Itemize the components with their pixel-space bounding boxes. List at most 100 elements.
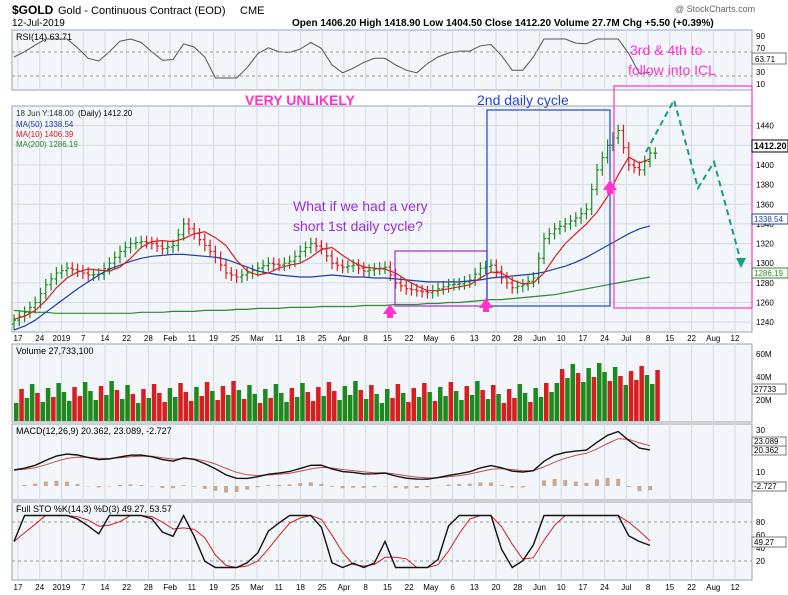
macd-hist-bar	[319, 483, 324, 486]
macd-signal-line	[13, 438, 651, 479]
x-tick-label: 24	[600, 583, 609, 592]
macd-hist-bar	[43, 481, 48, 486]
volume-bar	[485, 399, 491, 421]
volume-bar	[374, 394, 379, 421]
x-tick-label: 20	[492, 334, 501, 343]
volume-bar	[51, 397, 56, 421]
brand: @ StockCharts.com	[675, 4, 755, 14]
volume-bar	[639, 366, 644, 421]
volume-bar	[427, 392, 432, 421]
x-tick-label: 25	[318, 583, 327, 592]
volume-bar	[130, 394, 136, 421]
volume-bar	[591, 377, 597, 421]
gridlines	[12, 30, 752, 580]
x-tick-label: 22	[405, 583, 414, 592]
volume-bar	[549, 392, 554, 421]
macd-label: MACD(12,26,9) 20.362, 23.089, -2.727	[16, 426, 172, 436]
macd-hist-bar	[542, 480, 546, 486]
x-tick-label: 17	[578, 334, 587, 343]
x-tick-label: 15	[383, 583, 392, 592]
quote-line: Open 1406.20 High 1418.90 Low 1404.50 Cl…	[292, 18, 714, 29]
volume-bar	[151, 384, 157, 421]
macd-hist-bar	[54, 480, 59, 486]
volume-bar	[135, 403, 141, 421]
macd-hist-bar	[33, 483, 38, 486]
macd-hist-bar	[552, 478, 557, 486]
x-tick-label: 14	[100, 334, 109, 343]
volume-bar	[104, 395, 109, 421]
volume-bar	[369, 385, 374, 421]
volume-bar	[72, 387, 77, 421]
x-tick-label: Feb	[163, 334, 177, 343]
volume-bar	[236, 390, 242, 421]
volume-bar	[634, 380, 639, 421]
macd-tag3-text: -2.727	[754, 482, 777, 491]
x-tick-label: 22	[405, 334, 414, 343]
volume-bar	[332, 391, 337, 421]
macd-tag3	[751, 481, 787, 492]
x-tick-label: Jul	[621, 334, 631, 343]
x-tick-label: 25	[231, 334, 240, 343]
volume-bar	[35, 393, 40, 421]
x-tick-label: 7	[81, 583, 86, 592]
volume-bar	[411, 388, 417, 421]
x-tick-label: 8	[363, 583, 368, 592]
volume-bar	[480, 390, 485, 421]
price-legend-main: (Daily) 1412.20	[78, 109, 133, 118]
y-tick-label: 1400	[756, 161, 774, 170]
x-tick-label: May	[423, 334, 438, 343]
what-if-note-line2: short 1st daily cycle?	[293, 218, 423, 234]
projection-path	[645, 97, 742, 263]
macd-hist-bar	[595, 479, 599, 486]
rsi-tick-label: 30	[756, 68, 765, 77]
x-tick-label: 19	[209, 334, 218, 343]
cycle-low-arrow-2	[479, 298, 493, 312]
macd-hist-bar	[425, 486, 430, 488]
volume-bar	[188, 401, 194, 421]
y-tick-label: 1320	[756, 240, 774, 249]
volume-bar	[178, 383, 183, 421]
volume-bar	[268, 398, 273, 421]
volume-bar	[241, 399, 247, 421]
volume-bar	[220, 386, 226, 421]
y-tick-label: 1440	[756, 122, 774, 131]
volume-bar	[231, 381, 236, 421]
volume-bar	[93, 400, 99, 421]
volume-bar	[448, 382, 454, 421]
macd-hist-bar	[75, 483, 80, 486]
volume-bar	[597, 363, 602, 421]
x-tick-label: 11	[275, 583, 284, 592]
macd-tick-label: 10	[756, 468, 765, 477]
volume-bar	[273, 384, 279, 421]
volume-bar	[109, 381, 114, 421]
x-tick-label: 11	[275, 334, 284, 343]
volume-bar	[501, 403, 507, 421]
volume-bar	[88, 391, 93, 421]
y-tick-label: 1260	[756, 299, 774, 308]
volume-bar	[453, 391, 459, 421]
volume-bar	[146, 398, 152, 421]
macd-hist-bar	[520, 486, 525, 488]
x-tick-label: 12	[731, 583, 740, 592]
volume-bar	[125, 385, 130, 421]
volume-bar	[528, 402, 533, 421]
very-unlikely-note: VERY UNLIKELY	[245, 92, 356, 108]
volume-bar	[252, 394, 258, 421]
x-tick-label: 12	[731, 334, 740, 343]
date: 12-Jul-2019	[12, 18, 65, 29]
sto-tag	[751, 536, 787, 548]
volume-bar	[199, 396, 205, 421]
x-tick-label: Aug	[706, 334, 720, 343]
macd-hist-bar	[563, 480, 568, 486]
rsi-tag-text: 63.71	[755, 55, 776, 64]
volume-bar	[279, 393, 284, 421]
x-tick-label: 10	[557, 334, 566, 343]
macd-hist-bar	[616, 478, 621, 486]
x-tick-label: 6	[450, 583, 455, 592]
macd-hist-bar	[277, 484, 281, 486]
volume-bar	[173, 397, 178, 421]
volume-bar	[347, 395, 353, 421]
volume-bar	[45, 388, 51, 421]
macd-hist-bar	[404, 486, 409, 489]
volume-bar	[385, 389, 390, 421]
